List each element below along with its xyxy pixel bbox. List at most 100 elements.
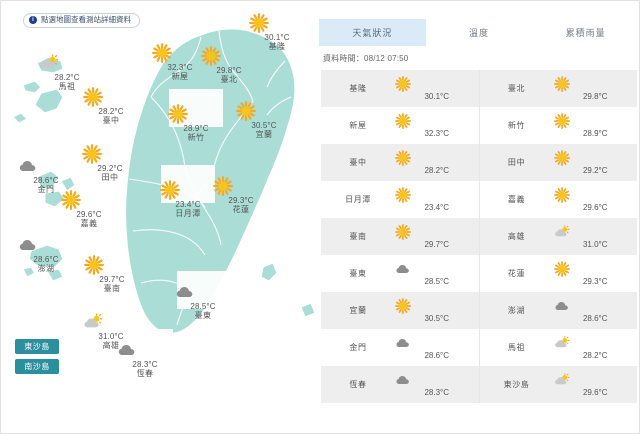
map-station-temp: 30.1°C [264, 33, 290, 42]
map-station-temp: 29.7°C [99, 275, 125, 284]
tab-sky-condition[interactable]: 天氣狀況 [319, 19, 426, 46]
table-row[interactable]: 臺南 29.7°C 高雄 31.0°C [321, 218, 637, 255]
sunny-icon [236, 101, 292, 121]
table-cell-right[interactable]: 新竹 28.9°C [480, 107, 638, 144]
info-icon: i [29, 16, 37, 25]
map-station-13[interactable]: 29.7°C 臺南 [84, 255, 140, 294]
station-weather: 28.6°C [554, 298, 638, 323]
map-station-0[interactable]: 28.2°C 馬祖 [39, 53, 95, 92]
sunny-icon [553, 113, 638, 129]
map-station-11[interactable]: 29.3°C 花蓮 [213, 176, 269, 215]
table-cell-left[interactable]: 恆春 28.3°C [321, 366, 480, 403]
map-station-temp: 28.9°C [183, 124, 209, 133]
table-cell-left[interactable]: 新屋 32.3°C [321, 107, 480, 144]
map-station-6[interactable]: 30.5°C 宜蘭 [236, 101, 292, 140]
station-weather: 29.3°C [553, 261, 638, 286]
station-name: 馬祖 [507, 343, 526, 352]
map-station-name: 臺中 [102, 116, 120, 126]
station-temp: 29.3°C [582, 277, 608, 286]
station-temp: 29.2°C [582, 166, 608, 175]
table-cell-left[interactable]: 金門 28.6°C [321, 329, 480, 366]
station-temp: 30.1°C [424, 92, 450, 101]
partly-cloudy-icon [83, 312, 139, 332]
sunny-icon [168, 104, 224, 124]
sunny-icon [84, 255, 140, 275]
table-cell-left[interactable]: 臺中 28.2°C [321, 144, 480, 181]
table-row[interactable]: 臺東 28.5°C 花蓮 29.3°C [321, 255, 637, 292]
map-station-name: 新竹 [187, 133, 205, 143]
taiwan-map-graphic[interactable] [1, 1, 319, 433]
table-cell-right[interactable]: 田中 29.2°C [480, 144, 638, 181]
map-station-16[interactable]: 28.3°C 恆春 [117, 340, 173, 379]
map-station-12[interactable]: 28.6°C 澎湖 [18, 235, 74, 274]
table-row[interactable]: 宜蘭 30.5°C 澎湖 28.6°C [321, 292, 637, 329]
table-cell-left[interactable]: 臺東 28.5°C [321, 255, 480, 292]
table-row[interactable]: 恆春 28.3°C 東沙島 29.6°C [321, 366, 637, 403]
map-station-2[interactable]: 32.3°C 新屋 [152, 43, 208, 82]
map-station-temp: 29.2°C [97, 164, 123, 173]
sunny-icon [201, 46, 257, 66]
table-row[interactable]: 金門 28.6°C 馬祖 28.2°C [321, 329, 637, 366]
table-row[interactable]: 日月潭 23.4°C 嘉義 29.6°C [321, 181, 637, 218]
station-name: 花蓮 [507, 269, 526, 278]
map-station-8[interactable]: 28.6°C 金門 [18, 156, 74, 195]
map-station-1[interactable]: 28.2°C 臺中 [83, 87, 139, 126]
table-cell-right[interactable]: 花蓮 29.3°C [480, 255, 638, 292]
table-row[interactable]: 新屋 32.3°C 新竹 28.9°C [321, 107, 637, 144]
map-station-name: 高雄 [102, 341, 120, 351]
tab-accumulated-rainfall[interactable]: 累積雨量 [565, 28, 606, 38]
sunny-icon [395, 187, 479, 203]
island-button-dongsha[interactable]: 東沙島 [15, 339, 59, 354]
sunny-icon [395, 150, 479, 166]
sunny-icon [395, 224, 479, 240]
station-temp: 28.9°C [582, 129, 608, 138]
map-station-name: 馬祖 [58, 82, 76, 92]
map-station-4[interactable]: 30.1°C 基隆 [249, 13, 305, 52]
map-station-14[interactable]: 28.5°C 臺東 [175, 282, 231, 321]
map-notice-text: 點選地圖查看測站詳細資料 [41, 15, 131, 24]
table-cell-right[interactable]: 澎湖 28.6°C [480, 292, 638, 329]
station-name: 基隆 [349, 84, 367, 93]
table-cell-left[interactable]: 日月潭 23.4°C [321, 181, 480, 218]
cloudy-icon [395, 261, 479, 277]
map-station-15[interactable]: 31.0°C 高雄 [83, 312, 139, 351]
map-station-name: 日月潭 [175, 209, 201, 219]
table-cell-left[interactable]: 基隆 30.1°C [321, 70, 480, 107]
table-row[interactable]: 臺中 28.2°C 田中 29.2°C [321, 144, 637, 181]
table-cell-left[interactable]: 臺南 29.7°C [321, 218, 480, 255]
table-cell-right[interactable]: 嘉義 29.6°C [480, 181, 638, 218]
island-button-nansha[interactable]: 南沙島 [15, 359, 59, 374]
cloudy-icon [175, 282, 231, 302]
table-cell-right[interactable]: 東沙島 29.6°C [480, 366, 638, 403]
table-row[interactable]: 基隆 30.1°C 臺北 29.8°C [321, 70, 637, 107]
station-weather: 29.2°C [553, 150, 638, 175]
map-station-7[interactable]: 29.2°C 田中 [82, 144, 138, 183]
map-station-10[interactable]: 23.4°C 日月潭 [160, 180, 216, 219]
map-station-9[interactable]: 29.6°C 嘉義 [61, 190, 117, 229]
station-name: 澎湖 [507, 306, 526, 315]
station-name: 田中 [507, 158, 526, 167]
map-panel[interactable]: i 點選地圖查看測站詳細資料 28.2°C 馬祖 28.2°C 臺中 32.3°C 新屋 2… [1, 1, 319, 433]
station-name: 新竹 [507, 121, 526, 130]
station-temp: 28.2°C [582, 351, 608, 360]
tab-temperature[interactable]: 溫度 [469, 28, 490, 38]
partly-cloudy-icon [39, 53, 95, 73]
station-temp: 29.6°C [582, 388, 608, 397]
table-cell-right[interactable]: 高雄 31.0°C [480, 218, 638, 255]
map-station-temp: 31.0°C [98, 332, 124, 341]
map-station-5[interactable]: 28.9°C 新竹 [168, 104, 224, 143]
map-station-temp: 28.6°C [33, 255, 59, 264]
sunny-icon [553, 150, 638, 166]
map-station-name: 澎湖 [37, 264, 55, 274]
map-station-name: 恆春 [136, 369, 154, 379]
station-name: 新屋 [349, 121, 367, 130]
table-cell-right[interactable]: 臺北 29.8°C [480, 70, 638, 107]
map-station-temp: 28.3°C [132, 360, 158, 369]
station-temp: 28.3°C [424, 388, 450, 397]
map-station-temp: 30.5°C [251, 121, 277, 130]
table-cell-left[interactable]: 宜蘭 30.5°C [321, 292, 480, 329]
table-cell-right[interactable]: 馬祖 28.2°C [480, 329, 638, 366]
partly-cloudy-icon [554, 224, 638, 240]
station-name: 東沙島 [503, 380, 530, 389]
map-station-3[interactable]: 29.8°C 臺北 [201, 46, 257, 85]
